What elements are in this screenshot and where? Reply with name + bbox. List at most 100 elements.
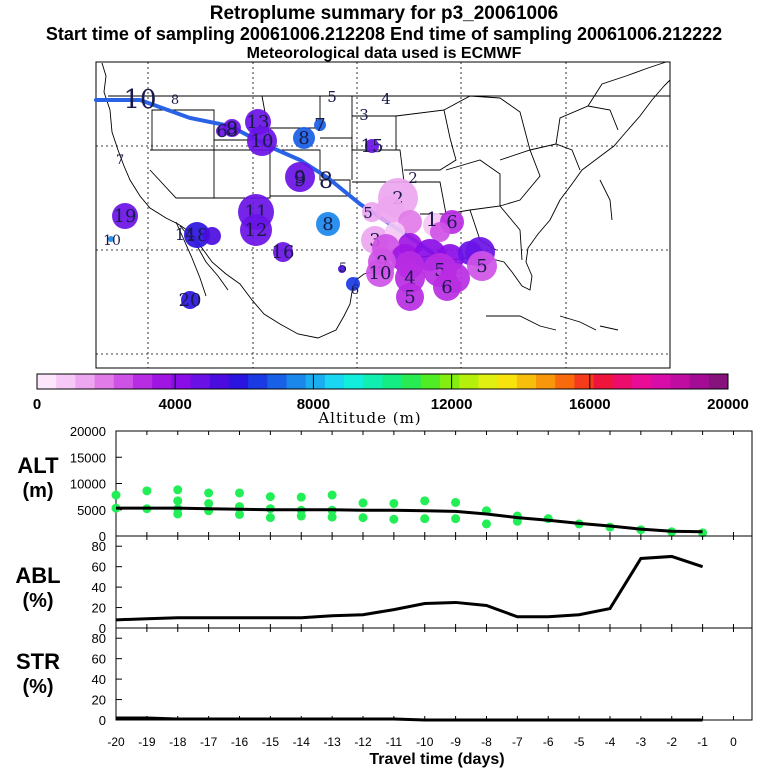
abl-yticks: 80 60 40 20 0 bbox=[92, 536, 734, 636]
plume-circle-label: 8 bbox=[322, 214, 333, 235]
colorbar: 0 4000 8000 12000 16000 20000 Altitude (m) bbox=[33, 373, 749, 427]
colorbar-cell bbox=[209, 374, 230, 389]
colorbar-cell bbox=[382, 374, 403, 389]
colorbar-cell bbox=[324, 374, 345, 389]
alt-frame bbox=[115, 430, 753, 537]
plume-circle-label: 2 bbox=[392, 188, 403, 209]
alt-point bbox=[142, 486, 152, 496]
colorbar-cell bbox=[363, 374, 383, 389]
colorbar-cell bbox=[612, 374, 633, 389]
x-axis-ticks: -20 -19 -18 -17 -16 -15 -14 -13 -12 -11 -10 -9 -8 -7-… bbox=[107, 735, 737, 749]
plume-circle bbox=[467, 251, 497, 281]
x-tick-label: -2 bbox=[666, 735, 677, 749]
plume-circle bbox=[112, 203, 138, 229]
alt-point bbox=[204, 488, 214, 498]
x-tick-label: -20 bbox=[107, 735, 125, 749]
str-ylabel: STR (%) bbox=[16, 649, 60, 699]
plume-circle-label: 5 bbox=[434, 260, 445, 281]
colorbar-cell bbox=[670, 374, 691, 389]
colorbar-cell bbox=[536, 374, 556, 389]
alt-point bbox=[204, 498, 214, 508]
colorbar-cell bbox=[132, 374, 153, 389]
plume-circle-label: 6 bbox=[216, 121, 227, 142]
colorbar-cell bbox=[344, 374, 364, 389]
plume-circle bbox=[108, 236, 114, 242]
x-tick-label: -1 bbox=[697, 735, 708, 749]
x-tick-label: -5 bbox=[574, 735, 585, 749]
x-tick-label: -7 bbox=[512, 735, 523, 749]
abl-line bbox=[115, 554, 704, 622]
alt-point bbox=[173, 496, 183, 506]
colorbar-cell bbox=[651, 374, 671, 389]
alt-median-line bbox=[116, 506, 703, 534]
map-label: 3 bbox=[359, 106, 369, 124]
x-tick-label: -4 bbox=[605, 735, 616, 749]
x-tick-label: 0 bbox=[730, 735, 737, 749]
plume-circle bbox=[247, 126, 277, 156]
alt-point bbox=[111, 490, 121, 500]
alt-panel: 20000 15000 10000 5000 0 bbox=[70, 424, 753, 544]
chart-title: Retroplume summary for p3_20061006 bbox=[209, 3, 559, 24]
map-grid bbox=[96, 62, 670, 368]
plume-circle bbox=[293, 127, 315, 149]
alt-point bbox=[481, 519, 491, 529]
colorbar-cell bbox=[248, 374, 268, 389]
plume-circle bbox=[184, 222, 210, 248]
colorbar-tick-label: 20000 bbox=[707, 396, 749, 413]
plume-circle-label: 8 bbox=[298, 128, 309, 149]
met-data-note: Meteorological data used is ECMWF bbox=[246, 45, 522, 62]
y-tick-label: 20 bbox=[92, 601, 106, 616]
map-panel: 13109687911121918168152026359104565 5342… bbox=[94, 61, 671, 369]
x-tick-label: -16 bbox=[231, 735, 249, 749]
y-tick-label: 10000 bbox=[70, 477, 106, 492]
plume-circle-label: 5 bbox=[476, 256, 487, 277]
alt-point bbox=[451, 514, 461, 524]
plume-circle-label: 6 bbox=[441, 277, 452, 298]
x-tick-label: -15 bbox=[262, 735, 280, 749]
colorbar-cell bbox=[593, 374, 614, 389]
map-label: 7 bbox=[116, 153, 124, 168]
plume-circle bbox=[216, 125, 228, 137]
colorbar-cell bbox=[401, 374, 422, 389]
colorbar-cell bbox=[478, 374, 499, 389]
plume-circle-label: 12 bbox=[245, 220, 268, 241]
plume-circle-label: 16 bbox=[272, 242, 295, 263]
colorbar-tick-label: 12000 bbox=[431, 396, 473, 413]
colorbar-cell bbox=[305, 374, 326, 389]
plume-circle-label: 18 bbox=[186, 225, 209, 246]
track-label-9: 9 bbox=[294, 167, 307, 191]
plume-circle-label: 10 bbox=[369, 263, 392, 284]
colorbar-cell bbox=[459, 374, 479, 389]
str-line bbox=[116, 716, 703, 722]
colorbar-cell bbox=[632, 374, 652, 389]
plume-circle-label: 6 bbox=[446, 212, 457, 233]
plume-circle-label: 20 bbox=[179, 290, 202, 311]
plume-circle bbox=[376, 196, 404, 224]
y-tick-label: 0 bbox=[99, 713, 106, 728]
colorbar-cell bbox=[113, 374, 134, 389]
abl-ylabel: ABL (%) bbox=[15, 563, 61, 613]
plume-circle-label: 7 bbox=[314, 115, 325, 136]
y-tick-label: 0 bbox=[99, 621, 106, 636]
y-tick-label: 15000 bbox=[70, 450, 106, 465]
colorbar-cell bbox=[555, 374, 575, 389]
plume-circle bbox=[366, 259, 394, 287]
alt-point bbox=[265, 492, 275, 502]
y-tick-label: 60 bbox=[92, 560, 106, 575]
x-tick-label: -6 bbox=[543, 735, 554, 749]
x-tick-label: -10 bbox=[416, 735, 434, 749]
y-tick-label: 40 bbox=[92, 580, 106, 595]
y-tick-label: 0 bbox=[99, 529, 106, 544]
x-tick-label: -17 bbox=[200, 735, 218, 749]
map-label: 5 bbox=[327, 88, 337, 106]
x-tick-label: -12 bbox=[354, 735, 372, 749]
track-label-8a: 8 bbox=[226, 117, 239, 141]
str-frame bbox=[115, 627, 753, 721]
alt-point bbox=[389, 514, 399, 524]
x-tick-label: -11 bbox=[386, 735, 403, 749]
alt-point bbox=[173, 509, 183, 519]
plume-circle-label: 10 bbox=[251, 131, 274, 152]
alt-point bbox=[327, 512, 337, 522]
